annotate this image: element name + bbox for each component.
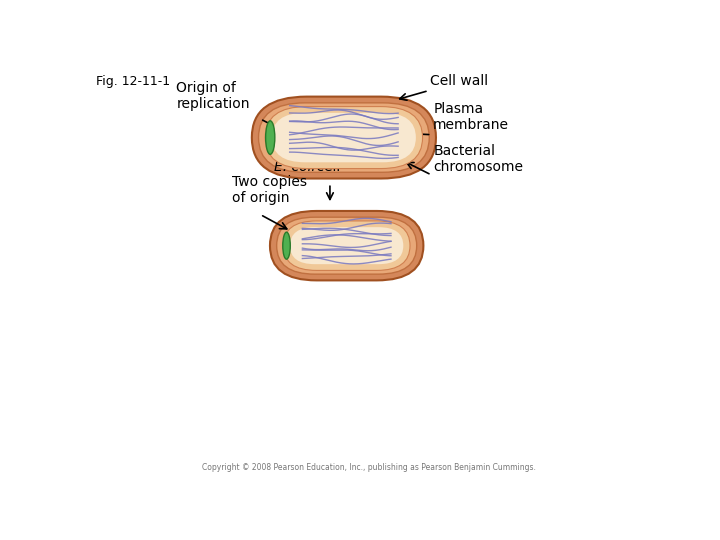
Text: Cell wall: Cell wall <box>431 74 488 88</box>
FancyBboxPatch shape <box>284 221 410 271</box>
FancyBboxPatch shape <box>252 97 436 179</box>
Ellipse shape <box>283 232 290 259</box>
Text: cell: cell <box>312 160 341 174</box>
Text: Bacterial
chromosome: Bacterial chromosome <box>433 144 523 174</box>
Text: E. coli: E. coli <box>274 160 315 174</box>
Text: Origin of
replication: Origin of replication <box>176 81 250 111</box>
FancyBboxPatch shape <box>276 217 417 274</box>
Text: Two copies
of origin: Two copies of origin <box>233 175 307 205</box>
Text: Plasma
membrane: Plasma membrane <box>433 102 509 132</box>
Text: Fig. 12-11-1: Fig. 12-11-1 <box>96 75 170 88</box>
Ellipse shape <box>266 121 275 154</box>
FancyBboxPatch shape <box>265 106 423 168</box>
FancyBboxPatch shape <box>290 227 403 264</box>
Text: Copyright © 2008 Pearson Education, Inc., publishing as Pearson Benjamin Cumming: Copyright © 2008 Pearson Education, Inc.… <box>202 463 536 472</box>
FancyBboxPatch shape <box>270 211 423 280</box>
FancyBboxPatch shape <box>258 103 429 172</box>
FancyBboxPatch shape <box>272 113 416 163</box>
